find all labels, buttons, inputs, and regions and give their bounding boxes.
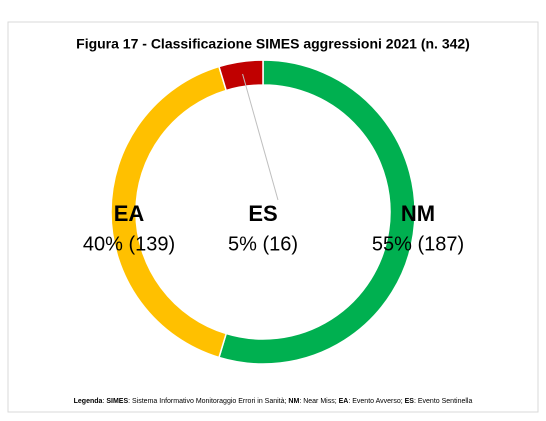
donut-slice xyxy=(218,59,264,92)
value-label: 55% (187) xyxy=(372,233,464,255)
footnote-part: Legenda xyxy=(74,398,103,405)
footnote-part: EA xyxy=(339,398,349,405)
footnote-part: : Evento Sentinella xyxy=(414,398,472,405)
footnote-part: : Sistema Informativo Monitoraggio Error… xyxy=(128,398,288,405)
footnote-part: NM xyxy=(288,398,299,405)
chart-title: Figura 17 - Classificazione SIMES aggres… xyxy=(76,36,470,52)
category-label: EA xyxy=(114,201,145,226)
category-label: NM xyxy=(401,201,435,226)
footnote-part: : Near Miss; xyxy=(299,398,338,405)
value-label: 5% (16) xyxy=(228,233,298,255)
leader-line xyxy=(242,73,279,201)
value-label: 40% (139) xyxy=(83,233,175,255)
footnote-part: : xyxy=(102,398,106,405)
footnote: Legenda: SIMES: Sistema Informativo Moni… xyxy=(74,398,473,405)
footnote-part: : Evento Avverso; xyxy=(348,398,404,405)
footnote-part: ES xyxy=(405,398,415,405)
category-label: ES xyxy=(248,201,277,226)
footnote-part: SIMES xyxy=(106,398,128,405)
